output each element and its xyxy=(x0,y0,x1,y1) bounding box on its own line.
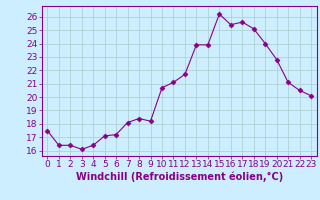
X-axis label: Windchill (Refroidissement éolien,°C): Windchill (Refroidissement éolien,°C) xyxy=(76,172,283,182)
